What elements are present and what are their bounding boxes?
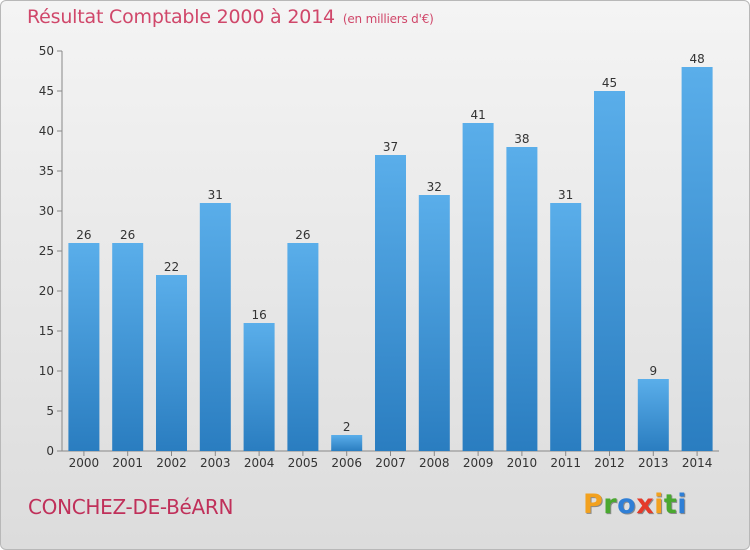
value-label-2005: 26 xyxy=(295,228,310,242)
x-tick-label-2007: 2007 xyxy=(375,456,406,470)
bar-2010 xyxy=(506,147,538,451)
bar-2014 xyxy=(681,67,713,451)
commune-name: CONCHEZ-DE-BéARN xyxy=(28,495,234,519)
y-tick-label: 30 xyxy=(39,204,54,218)
y-tick-label: 10 xyxy=(39,364,54,378)
value-label-2002: 22 xyxy=(164,260,179,274)
value-label-2008: 32 xyxy=(427,180,442,194)
bar-2009 xyxy=(462,123,494,451)
x-tick-label-2000: 2000 xyxy=(69,456,100,470)
x-tick-label-2013: 2013 xyxy=(638,456,669,470)
proxiti-logo: Proxiti xyxy=(583,489,687,520)
chart-labels: 26 2000 26 2001 22 2002 31 2003 16 2004 26 2005 2 200… xyxy=(69,52,713,470)
x-tick-label-2005: 2005 xyxy=(288,456,319,470)
logo-letter: P xyxy=(583,489,604,520)
value-label-2010: 38 xyxy=(514,132,529,146)
bar-2002 xyxy=(156,275,187,451)
value-label-2009: 41 xyxy=(470,108,485,122)
value-label-2000: 26 xyxy=(76,228,91,242)
bar-2004 xyxy=(243,323,275,451)
y-tick-label: 25 xyxy=(39,244,54,258)
value-label-2014: 48 xyxy=(689,52,704,66)
value-label-2001: 26 xyxy=(120,228,135,242)
y-tick-label: 40 xyxy=(39,124,54,138)
x-tick-label-2009: 2009 xyxy=(463,456,494,470)
x-tick-label-2010: 2010 xyxy=(507,456,538,470)
value-label-2007: 37 xyxy=(383,140,398,154)
y-tick-label: 0 xyxy=(46,444,54,458)
value-label-2006: 2 xyxy=(343,420,351,434)
chart-subtitle: (en milliers d'€) xyxy=(342,12,434,26)
bar-2000 xyxy=(68,243,100,451)
bar-2007 xyxy=(375,155,406,451)
x-tick-label-2014: 2014 xyxy=(682,456,713,470)
x-tick-label-2002: 2002 xyxy=(156,456,187,470)
logo-letter: x xyxy=(636,489,655,520)
y-tick-label: 45 xyxy=(39,84,54,98)
logo-letter: i xyxy=(677,489,688,520)
x-tick-label-2003: 2003 xyxy=(200,456,231,470)
y-tick-label: 50 xyxy=(39,44,54,58)
logo-letter: o xyxy=(617,489,637,520)
bar-2005 xyxy=(287,243,319,451)
value-label-2013: 9 xyxy=(649,364,657,378)
value-label-2011: 31 xyxy=(558,188,573,202)
x-tick-label-2012: 2012 xyxy=(594,456,625,470)
bar-2001 xyxy=(112,243,144,451)
x-tick-label-2004: 2004 xyxy=(244,456,275,470)
x-tick-label-2001: 2001 xyxy=(112,456,143,470)
bar-2006 xyxy=(331,435,363,451)
chart-bars xyxy=(68,67,713,451)
y-tick-label: 35 xyxy=(39,164,54,178)
y-tick-label: 5 xyxy=(46,404,54,418)
x-tick-label-2008: 2008 xyxy=(419,456,450,470)
value-label-2004: 16 xyxy=(251,308,266,322)
chart-title: Résultat Comptable 2000 à 2014 (en millie… xyxy=(27,6,434,28)
logo-letter: r xyxy=(603,489,618,520)
bar-2013 xyxy=(637,379,669,451)
value-label-2003: 31 xyxy=(208,188,223,202)
bar-2008 xyxy=(418,195,450,451)
bar-2011 xyxy=(550,203,582,451)
bar-2003 xyxy=(199,203,231,451)
logo-letter: i xyxy=(654,489,664,520)
value-label-2012: 45 xyxy=(602,76,617,90)
x-tick-label-2011: 2011 xyxy=(550,456,581,470)
chart-title-text: Résultat Comptable 2000 à 2014 xyxy=(27,6,335,28)
logo-letter: t xyxy=(663,489,678,520)
y-tick-label: 20 xyxy=(39,284,54,298)
y-tick-label: 15 xyxy=(39,324,54,338)
x-tick-label-2006: 2006 xyxy=(331,456,362,470)
bar-2012 xyxy=(594,91,625,451)
